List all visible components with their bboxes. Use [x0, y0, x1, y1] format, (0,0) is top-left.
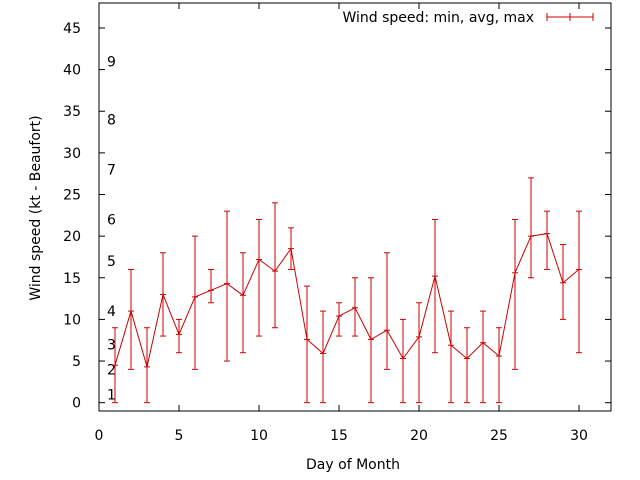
error-bar — [416, 302, 422, 404]
y-tick-label: 0 — [72, 396, 81, 412]
legend: Wind speed: min, avg, max — [342, 10, 594, 26]
beaufort-label: 1 — [107, 387, 116, 403]
error-bar — [480, 310, 486, 404]
error-bar — [400, 318, 406, 404]
error-bar — [128, 268, 134, 370]
error-bar — [432, 218, 438, 354]
y-tick-label: 10 — [63, 312, 81, 328]
x-tick-label: 0 — [95, 428, 104, 444]
beaufort-label: 8 — [107, 113, 116, 129]
y-tick-label: 30 — [63, 146, 81, 162]
error-bar — [176, 318, 182, 354]
y-tick-label: 45 — [63, 21, 81, 37]
beaufort-label: 9 — [107, 54, 116, 70]
error-bar — [576, 210, 582, 354]
error-bar — [448, 310, 454, 404]
y-tick-label: 20 — [63, 229, 81, 245]
x-tick-label: 20 — [410, 428, 428, 444]
series-line — [114, 233, 580, 368]
series-wind-speed — [112, 177, 582, 404]
error-bar — [384, 252, 390, 370]
plot-frame — [98, 2, 612, 412]
plot-border — [98, 2, 612, 412]
y-tick-label: 5 — [72, 354, 81, 370]
beaufort-label: 4 — [107, 304, 116, 320]
error-bar — [240, 252, 246, 354]
beaufort-label: 5 — [107, 254, 116, 270]
error-bar — [352, 277, 358, 337]
y-axis-title: Wind speed (kt - Beaufort) — [28, 115, 44, 300]
legend-label: Wind speed: min, avg, max — [342, 10, 534, 26]
error-bar — [544, 210, 550, 270]
beaufort-label: 3 — [107, 337, 116, 353]
x-axis-ticks: 0 5 10 15 20 25 30 — [95, 3, 588, 444]
error-bar — [320, 310, 326, 404]
y-tick-label: 15 — [63, 271, 81, 287]
beaufort-label: 6 — [107, 212, 116, 228]
error-bar — [336, 302, 342, 337]
error-bar — [528, 177, 534, 279]
error-bar — [192, 235, 198, 370]
error-bar — [512, 218, 518, 370]
beaufort-scale-labels: 1 2 3 4 5 6 7 8 9 — [107, 54, 116, 403]
error-bar — [224, 210, 230, 362]
y-tick-label: 40 — [63, 63, 81, 79]
error-bar — [208, 268, 214, 304]
x-tick-label: 15 — [330, 428, 348, 444]
error-bar — [496, 327, 502, 404]
y-tick-label: 35 — [63, 104, 81, 120]
x-tick-label: 25 — [490, 428, 508, 444]
x-tick-label: 30 — [570, 428, 588, 444]
x-axis-title: Day of Month — [306, 457, 400, 473]
y-tick-label: 25 — [63, 188, 81, 204]
x-tick-label: 10 — [250, 428, 268, 444]
error-bar — [464, 327, 470, 404]
beaufort-label: 2 — [107, 362, 116, 378]
error-bar — [304, 285, 310, 404]
beaufort-label: 7 — [107, 163, 116, 179]
error-bar — [272, 202, 278, 329]
error-bar — [256, 218, 262, 337]
error-bar — [368, 277, 374, 404]
x-tick-label: 5 — [175, 428, 184, 444]
